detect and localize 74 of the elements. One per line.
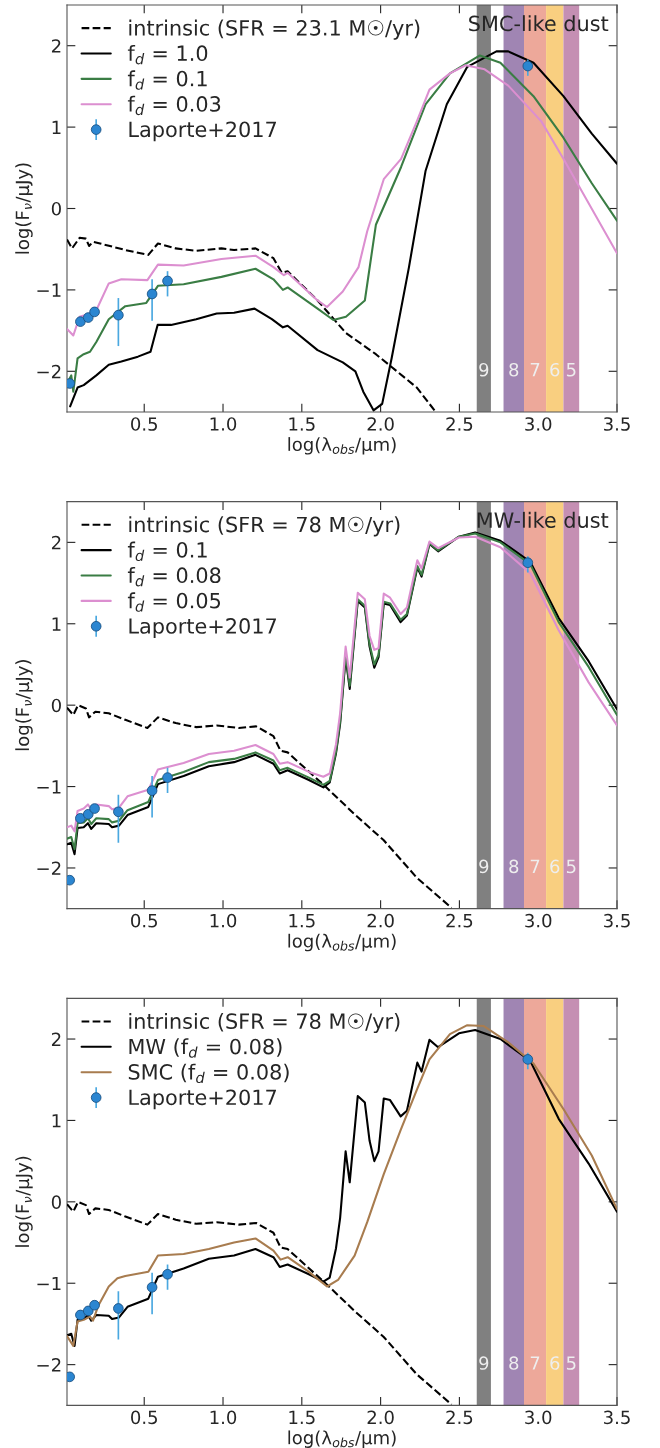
band-label: 9 <box>479 1356 489 1370</box>
y-tick-label: 2 <box>51 1032 61 1046</box>
x-tick-label: 3.0 <box>525 1410 552 1425</box>
y-axis-title: log(F$_{ν}$/μJy) <box>15 1156 33 1247</box>
x-tick-label: 2.0 <box>367 913 394 928</box>
y-tick-label: 2 <box>51 39 61 53</box>
x-tick-label: 0.5 <box>131 913 157 928</box>
band-label: 6 <box>550 362 560 377</box>
y-tick-label: 2 <box>51 535 61 550</box>
band-label: 8 <box>509 859 519 874</box>
x-tick-label: 1.0 <box>210 1410 237 1425</box>
band-label: 7 <box>530 363 540 377</box>
x-tick-label: 1.0 <box>210 417 237 431</box>
x-tick-label: 2.5 <box>446 913 473 928</box>
legend-label: f$_{d}$ = 0.05 <box>127 592 221 612</box>
x-tick-label: 2.5 <box>446 417 473 431</box>
y-tick-label: −2 <box>37 1358 61 1372</box>
y-tick-label: 1 <box>52 617 61 631</box>
y-tick-label: 0 <box>51 1195 61 1209</box>
y-tick-label: −1 <box>37 780 61 794</box>
legend-label: f$_{d}$ = 1.0 <box>127 44 208 65</box>
y-tick-label: −1 <box>37 1276 61 1291</box>
band-label: 5 <box>566 1356 576 1370</box>
x-tick-label: 2.0 <box>367 1410 394 1425</box>
x-axis-title: log(λ$_{obs}$/μm) <box>288 1430 396 1448</box>
legend-label: Laporte+2017 <box>129 1089 277 1110</box>
x-tick-label: 3.0 <box>525 913 552 928</box>
band-label: 9 <box>479 362 489 377</box>
x-axis-title: log(λ$_{obs}$/μm) <box>288 437 396 455</box>
band-label: 5 <box>566 363 576 377</box>
x-tick-label: 2.0 <box>367 417 394 431</box>
x-tick-label: 1.0 <box>210 913 237 928</box>
band-label: 8 <box>509 362 519 377</box>
legend-label: f$_{d}$ = 0.03 <box>127 95 221 116</box>
band-label: 8 <box>509 1356 519 1370</box>
legend-label: f$_{d}$ = 0.1 <box>127 70 207 90</box>
y-tick-label: 0 <box>51 698 61 713</box>
legend-label: MW (f$_{d}$ = 0.08) <box>129 1038 282 1058</box>
band-label: 7 <box>530 1356 540 1370</box>
band-label: 5 <box>566 859 576 874</box>
legend-label: SMC (f$_{d}$ = 0.08) <box>128 1063 289 1084</box>
x-tick-label: 1.5 <box>289 914 315 928</box>
band-label: 6 <box>550 859 560 874</box>
x-tick-label: 1.5 <box>289 417 315 431</box>
band-label: 6 <box>550 1356 560 1370</box>
legend-label: intrinsic (SFR = 78 M☉/yr) <box>129 1012 400 1034</box>
x-tick-label: 3.5 <box>604 1410 630 1425</box>
line-series <box>67 64 617 337</box>
y-tick-label: 1 <box>52 120 61 134</box>
x-tick-label: 3.5 <box>604 913 630 928</box>
x-tick-label: 0.5 <box>131 417 157 431</box>
x-tick-label: 1.5 <box>289 1410 315 1425</box>
band-label: 9 <box>479 859 489 874</box>
y-tick-label: −2 <box>37 364 61 379</box>
legend-label: Laporte+2017 <box>129 618 277 638</box>
band-label: 7 <box>530 859 540 873</box>
legend-label: f$_{d}$ = 0.1 <box>127 541 207 562</box>
legend-label: intrinsic (SFR = 78 M☉/yr) <box>129 516 400 537</box>
annotation: MW-like dust <box>477 511 609 528</box>
y-tick-label: −1 <box>37 283 61 297</box>
x-axis-title: log(λ$_{obs}$/μm) <box>288 933 396 952</box>
x-tick-label: 3.5 <box>604 417 630 431</box>
y-axis-title: log(F$_{ν}$/μJy) <box>15 163 33 254</box>
y-tick-label: 1 <box>52 1114 61 1128</box>
x-tick-label: 0.5 <box>131 1410 157 1425</box>
y-axis-title: log(F$_{ν}$/μJy) <box>15 660 33 751</box>
y-tick-label: −2 <box>37 861 61 875</box>
legend-label: intrinsic (SFR = 23.1 M☉/yr) <box>129 19 420 40</box>
x-tick-label: 2.5 <box>446 1410 473 1425</box>
legend-label: f$_{d}$ = 0.08 <box>127 566 221 587</box>
annotation: SMC-like dust <box>469 15 609 32</box>
y-tick-label: 0 <box>51 201 61 216</box>
x-tick-label: 3.0 <box>525 417 552 431</box>
legend-label: Laporte+2017 <box>129 121 277 142</box>
